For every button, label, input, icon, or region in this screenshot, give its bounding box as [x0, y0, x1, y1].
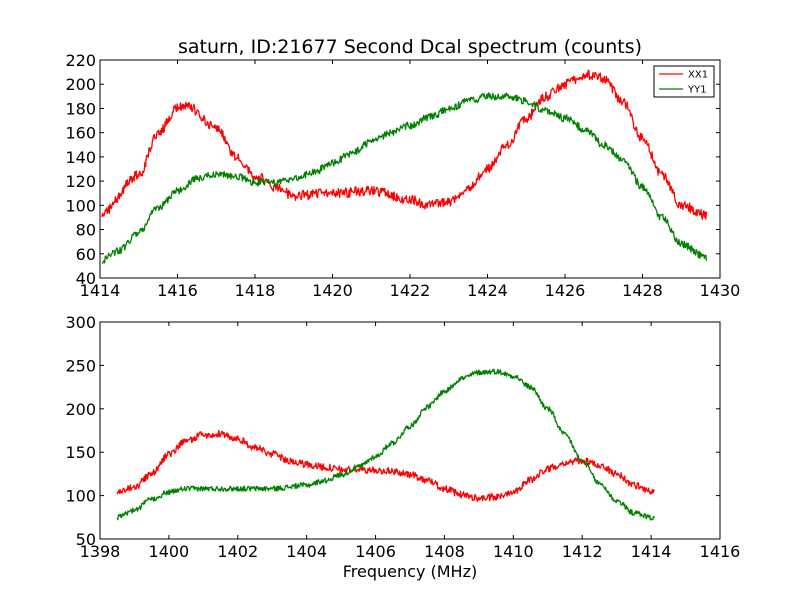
y-tick-label: 200	[65, 400, 96, 419]
y-tick-label: 100	[65, 487, 96, 506]
bottom-x-axis-ticks: 1398 1400 1402 1404 1406 1408 1410 1412 1414 1416	[80, 322, 741, 561]
bottom-series-line-1	[116, 368, 656, 521]
top-x-axis-ticks: 1414 1416 1418 1420 1422 1424 1426 1428 1430	[80, 60, 741, 300]
y-tick-label: 200	[65, 75, 96, 94]
x-tick-label: 1416	[700, 542, 741, 561]
top-series-line-0	[101, 69, 708, 220]
x-tick-label: 1408	[424, 542, 465, 561]
y-tick-label: 60	[76, 245, 96, 264]
legend-label-yy1: YY1	[687, 85, 707, 96]
top-series-lines	[101, 69, 708, 264]
y-tick-label: 160	[65, 124, 96, 143]
legend-box	[653, 65, 715, 98]
y-tick-label: 50	[76, 530, 96, 549]
top-subplot: saturn, ID:21677 Second Dcal spectrum (c…	[65, 36, 740, 300]
y-tick-label: 150	[65, 443, 96, 462]
bottom-x-axis-label: Frequency (MHz)	[343, 562, 477, 581]
x-tick-label: 1418	[235, 281, 276, 300]
x-tick-label: 1410	[493, 542, 534, 561]
x-tick-label: 1406	[355, 542, 396, 561]
y-tick-label: 120	[65, 172, 96, 191]
y-tick-label: 180	[65, 99, 96, 118]
x-tick-label: 1422	[390, 281, 431, 300]
y-tick-label: 140	[65, 148, 96, 167]
y-tick-label: 40	[76, 269, 96, 288]
x-tick-label: 1414	[80, 281, 121, 300]
x-tick-label: 1404	[286, 542, 327, 561]
x-tick-label: 1416	[157, 281, 198, 300]
bottom-series-line-0	[116, 429, 655, 503]
bottom-plot-frame	[99, 321, 721, 540]
bottom-series-lines	[116, 368, 656, 521]
x-tick-label: 1428	[622, 281, 663, 300]
x-tick-label: 1398	[80, 542, 121, 561]
x-tick-label: 1412	[562, 542, 603, 561]
x-tick-label: 1420	[312, 281, 353, 300]
x-tick-label: 1430	[700, 281, 741, 300]
y-tick-label: 300	[65, 313, 96, 332]
top-legend: XX1 YY1	[653, 65, 715, 98]
bottom-y-axis-ticks: 50 100 150 200 250 300	[65, 313, 720, 549]
y-tick-label: 220	[65, 51, 96, 70]
x-tick-label: 1414	[631, 542, 672, 561]
x-tick-label: 1426	[545, 281, 586, 300]
y-tick-label: 80	[76, 221, 96, 240]
x-tick-label: 1424	[467, 281, 508, 300]
top-series-line-1	[101, 92, 708, 264]
top-y-axis-ticks: 40 60 80 100 120 140 160 180 200 220	[65, 51, 720, 288]
y-tick-label: 250	[65, 356, 96, 375]
top-chart-title: saturn, ID:21677 Second Dcal spectrum (c…	[178, 36, 642, 58]
y-tick-label: 100	[65, 196, 96, 215]
x-tick-label: 1402	[217, 542, 258, 561]
bottom-subplot: 1398 1400 1402 1404 1406 1408 1410 1412 1414 1416…	[65, 313, 740, 581]
legend-label-xx1: XX1	[688, 70, 708, 81]
x-tick-label: 1400	[149, 542, 190, 561]
